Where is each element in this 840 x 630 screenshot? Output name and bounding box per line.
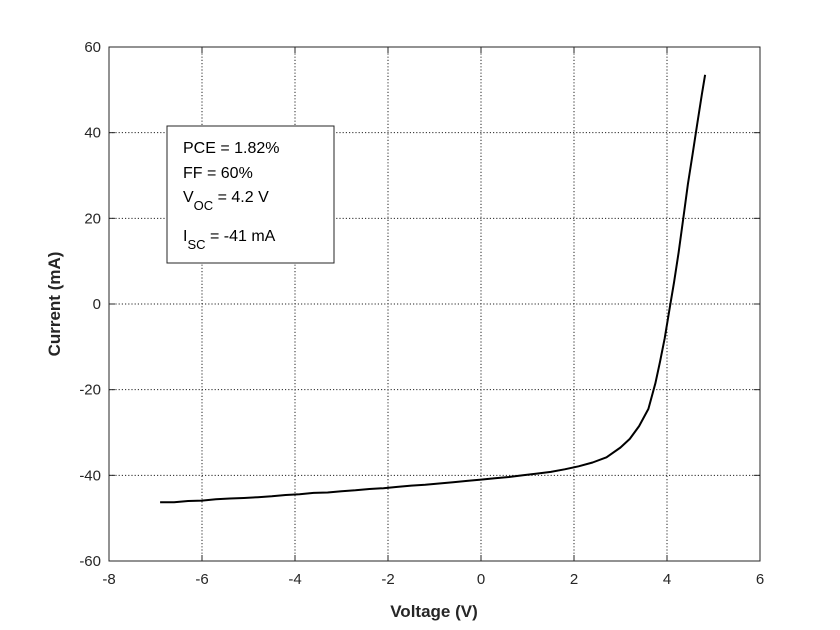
annotation-line: VOC = 4.2 V bbox=[183, 189, 269, 213]
stats-annotation: PCE = 1.82% FF = 60% VOC = 4.2 V ISC = -41 … bbox=[166, 125, 335, 264]
x-axis-label: Voltage (V) bbox=[390, 602, 478, 621]
annotation-line: FF = 60% bbox=[183, 165, 253, 182]
x-tick-label: 6 bbox=[756, 571, 764, 588]
ticks bbox=[108, 46, 761, 562]
y-tick-label: 40 bbox=[84, 125, 101, 142]
x-tick-label: -6 bbox=[195, 571, 208, 588]
x-tick-label: 4 bbox=[663, 571, 671, 588]
x-tick-label: 2 bbox=[570, 571, 578, 588]
y-axis-label: Current (mA) bbox=[45, 252, 64, 357]
annotation-line: ISC = -41 mA bbox=[183, 228, 276, 252]
y-tick-label: -20 bbox=[79, 382, 101, 399]
annotation-box bbox=[166, 125, 335, 264]
annotation-line: PCE = 1.82% bbox=[183, 140, 280, 157]
x-tick-label: -2 bbox=[381, 571, 394, 588]
y-tick-label: 0 bbox=[93, 296, 101, 313]
series-layer bbox=[160, 74, 707, 504]
iv-curve-line bbox=[160, 74, 707, 504]
x-tick-label: -4 bbox=[288, 571, 301, 588]
y-tick-label: -60 bbox=[79, 553, 101, 570]
x-tick-label: -8 bbox=[102, 571, 115, 588]
grid bbox=[109, 47, 760, 561]
y-tick-label: 20 bbox=[84, 210, 101, 227]
x-tick-label: 0 bbox=[477, 571, 485, 588]
y-tick-label: -40 bbox=[79, 467, 101, 484]
y-tick-label: 60 bbox=[84, 39, 101, 56]
